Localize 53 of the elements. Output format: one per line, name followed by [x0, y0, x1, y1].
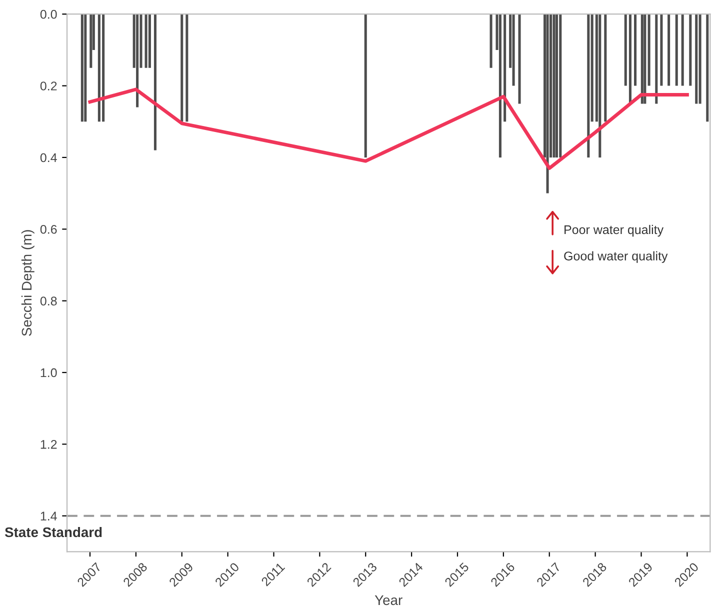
bar	[706, 14, 709, 122]
bar	[186, 14, 188, 122]
y-tick-label: 0.2	[40, 82, 57, 90]
bar	[624, 14, 627, 86]
bar	[604, 14, 607, 122]
bar	[498, 14, 502, 158]
bar	[90, 14, 92, 68]
y-tick-label: 0.8	[40, 296, 57, 306]
ref-line-label: State Standard	[4, 526, 102, 538]
bar	[628, 14, 632, 104]
bar	[598, 14, 602, 158]
bar	[552, 14, 556, 158]
bar	[180, 14, 184, 122]
annotation: Poor water quality	[564, 224, 664, 237]
bar	[695, 14, 698, 104]
bar	[84, 14, 87, 122]
bar	[655, 14, 658, 104]
bar	[689, 14, 692, 86]
y-tick-label: 0.0	[40, 10, 57, 19]
bar	[660, 14, 663, 86]
bar	[102, 14, 105, 122]
bar	[136, 14, 139, 108]
bar	[698, 14, 702, 104]
y-axis-title: Secchi Depth (m)	[21, 230, 34, 336]
bar	[559, 14, 562, 158]
y-tick-label: 0.4	[40, 153, 57, 162]
bar	[80, 14, 84, 122]
bar	[640, 14, 644, 104]
bar	[154, 14, 156, 150]
line-series	[88, 88, 689, 170]
y-tick-label: 1.0	[40, 368, 57, 378]
x-axis-title: Year	[374, 595, 402, 606]
y-tick-label: 1.2	[40, 440, 57, 449]
bar	[512, 14, 515, 86]
bar	[555, 14, 558, 158]
bar	[490, 14, 492, 68]
bar	[675, 14, 678, 86]
bar	[634, 14, 637, 86]
bar	[504, 14, 506, 122]
annotation: Good water quality	[564, 251, 668, 263]
bar	[668, 14, 670, 86]
bar	[148, 14, 151, 68]
bar	[644, 14, 646, 104]
bar	[681, 14, 684, 86]
y-tick-label: 1.4	[40, 512, 57, 520]
bar	[518, 14, 521, 104]
bar	[648, 14, 650, 86]
bar	[364, 14, 367, 158]
bar	[587, 14, 590, 158]
bar	[98, 14, 100, 122]
bar	[144, 14, 148, 68]
y-tick-label: 0.6	[40, 224, 57, 234]
bar	[546, 14, 549, 194]
